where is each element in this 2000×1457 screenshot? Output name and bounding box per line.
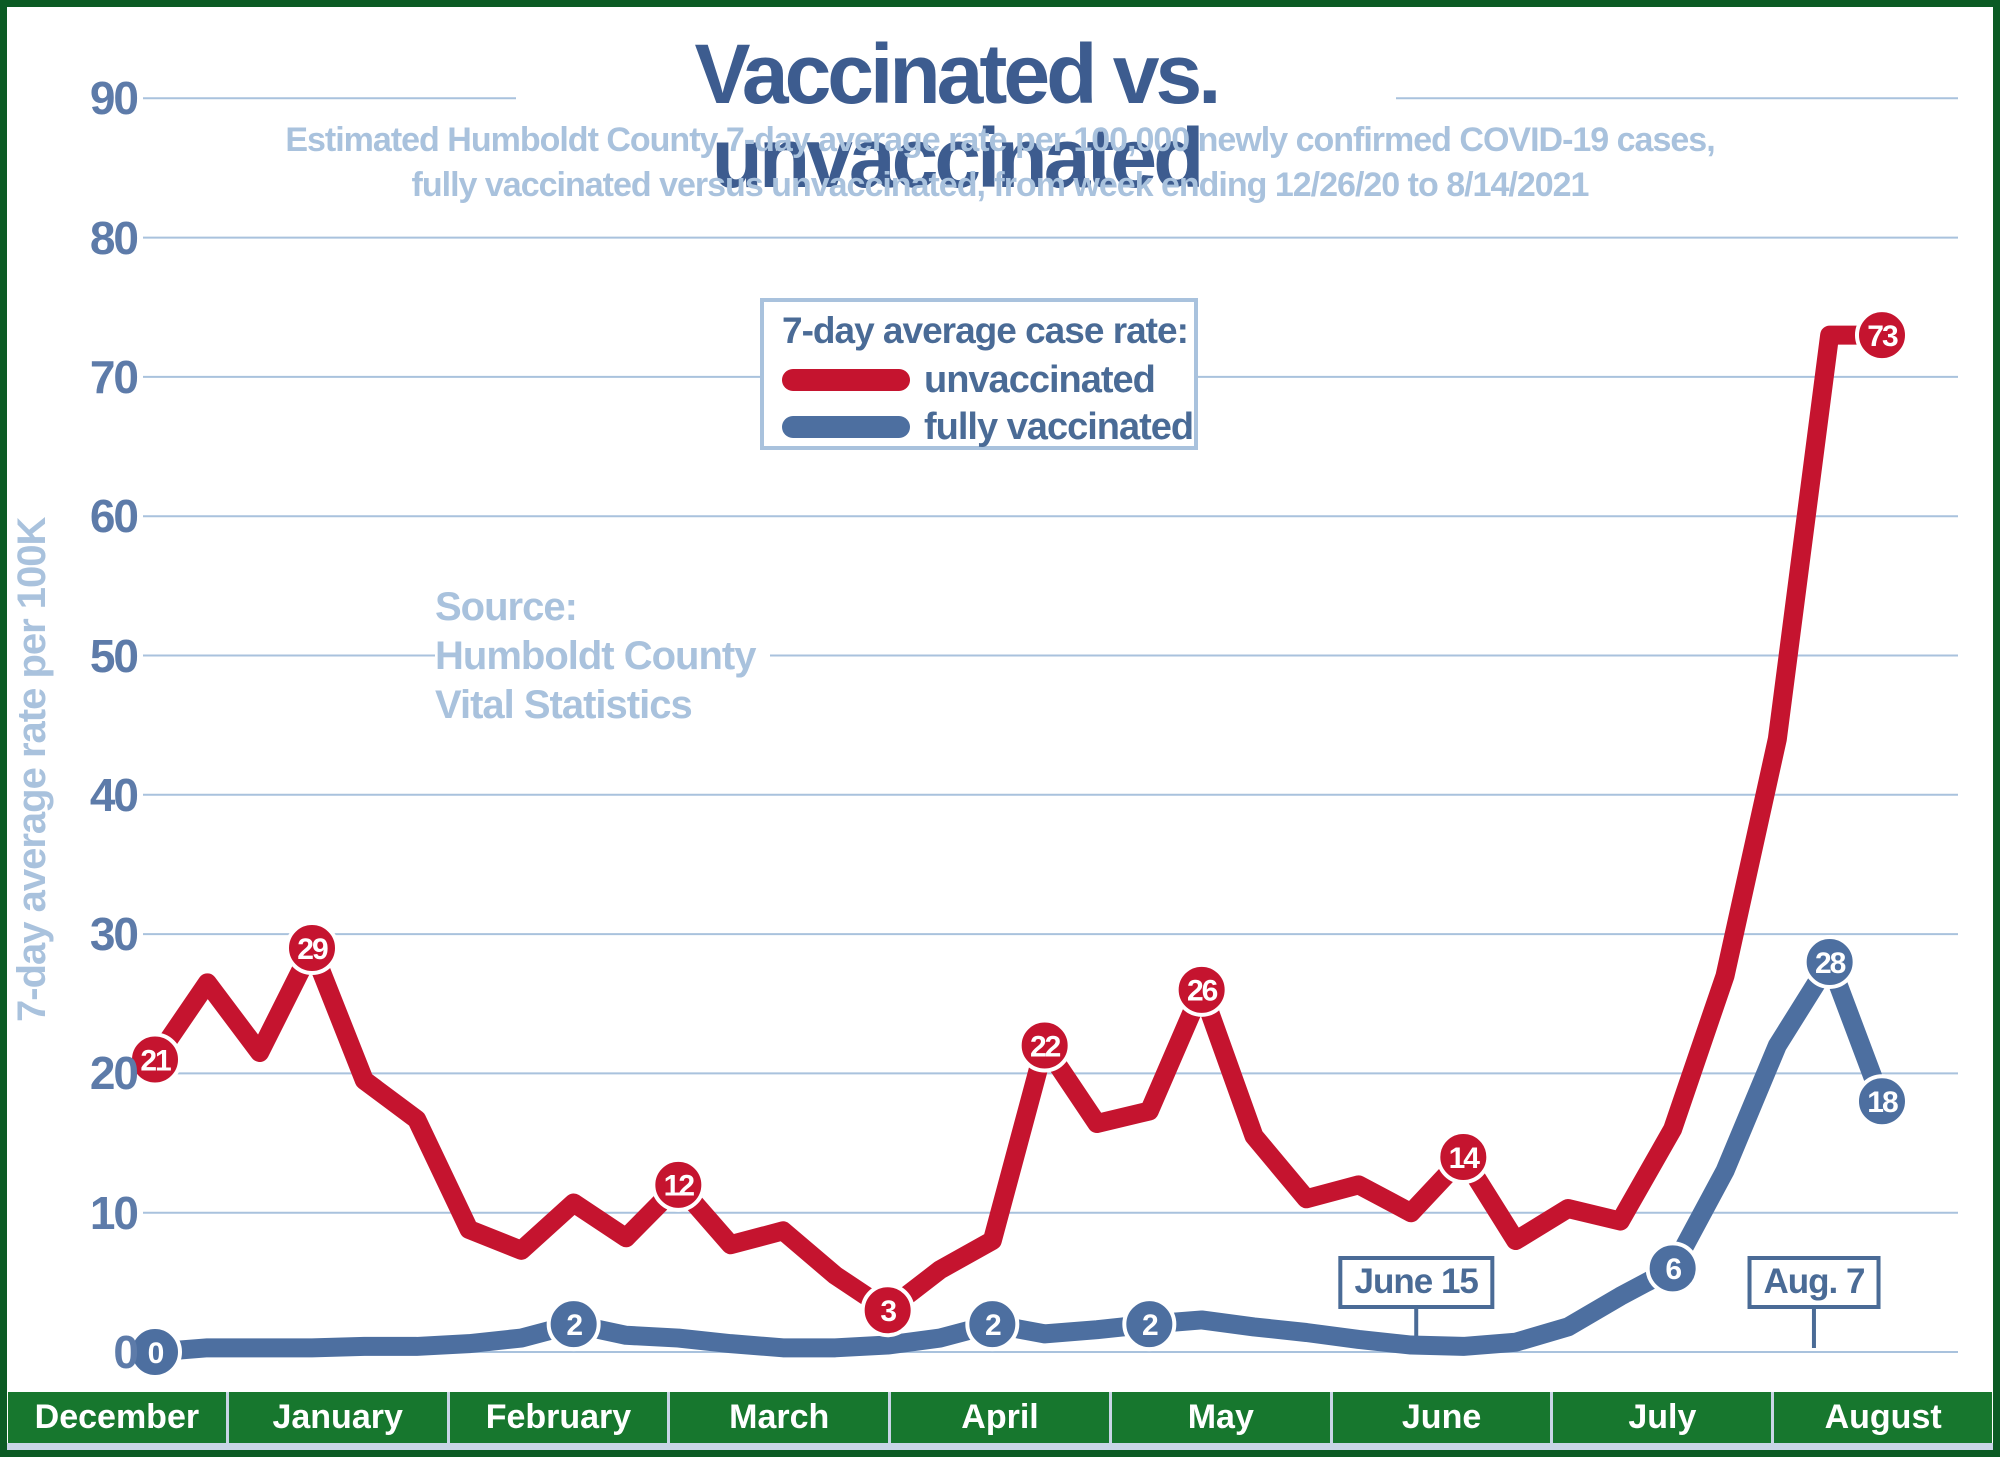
data-point-circle-fully-vaccinated-28 [1802, 934, 1857, 989]
month-label-may: May [1111, 1392, 1330, 1443]
data-point-label-unvaccinated-73: 73 [1867, 320, 1898, 353]
data-point-circle-unvaccinated-26 [1174, 962, 1229, 1017]
data-point-label-fully-vaccinated-6: 6 [1665, 1253, 1681, 1286]
line-unvaccinated [145, 325, 1892, 1320]
chart-subtitle: Estimated Humboldt County 7-day average … [200, 118, 1800, 208]
data-point-circle-unvaccinated-3 [860, 1283, 915, 1338]
data-point-circle-unvaccinated-21 [128, 1032, 182, 1087]
data-point-label-fully-vaccinated-0: 0 [148, 1337, 164, 1370]
data-point-label-unvaccinated-3: 3 [880, 1295, 896, 1328]
month-label-june: June [1332, 1392, 1551, 1443]
source-line2: Humboldt County [435, 634, 756, 679]
x-axis-month-band: December January February March April May June… [8, 1392, 1993, 1443]
legend-row-fully-vaccinated: fully vaccinated [782, 408, 1194, 446]
data-point-circle-fully-vaccinated-2 [546, 1297, 601, 1352]
data-point-label-fully-vaccinated-2: 2 [566, 1309, 582, 1342]
data-point-circle-fully-vaccinated-2 [1122, 1297, 1177, 1352]
month-label-august: August [1774, 1392, 1993, 1443]
y-tick-label-90: 90 [89, 72, 139, 125]
data-point-circle-fully-vaccinated-18 [1854, 1074, 1909, 1129]
data-point-label-unvaccinated-14: 14 [1449, 1142, 1481, 1175]
data-point-label-fully-vaccinated-2: 2 [1142, 1309, 1158, 1342]
data-point-circle-fully-vaccinated-6 [1645, 1241, 1700, 1296]
legend-label-unvaccinated: unvaccinated [924, 359, 1156, 401]
data-point-label-unvaccinated-26: 26 [1187, 975, 1218, 1008]
annotation-box-june-15: June 15 [1338, 1256, 1494, 1309]
legend-row-unvaccinated: unvaccinated [782, 361, 1194, 399]
data-point-circle-fully-vaccinated-2 [965, 1297, 1020, 1352]
y-axis-title: 7-day average rate per 100K [10, 517, 54, 1023]
legend-label-fully-vaccinated: fully vaccinated [924, 406, 1194, 448]
data-point-label-fully-vaccinated-2: 2 [985, 1309, 1001, 1342]
chart-title: Vaccinated vs. unvaccinated [516, 32, 1396, 200]
y-tick-label-40: 40 [89, 768, 139, 821]
data-point-circle-unvaccinated-22 [1017, 1018, 1072, 1073]
data-point-circle-unvaccinated-12 [651, 1157, 706, 1212]
source-line3: Vital Statistics [435, 683, 693, 728]
source-line1: Source: [435, 585, 578, 629]
annotation-box-aug-7: Aug. 7 [1747, 1256, 1881, 1309]
y-tick-label-50: 50 [89, 629, 139, 682]
data-point-circle-unvaccinated-29 [284, 921, 339, 976]
data-point-label-unvaccinated-29: 29 [297, 933, 328, 966]
month-label-february: February [449, 1392, 668, 1443]
data-point-label-unvaccinated-21: 21 [140, 1044, 171, 1077]
data-point-label-fully-vaccinated-28: 28 [1815, 947, 1846, 980]
month-label-july: July [1553, 1392, 1772, 1443]
y-tick-label-10: 10 [89, 1186, 139, 1239]
month-label-march: March [670, 1392, 889, 1443]
bottom-strip [0, 1443, 2000, 1451]
chart-subtitle-line2: fully vaccinated versus unvaccinated, fr… [411, 165, 1590, 204]
unvaccinated-line-swatch [782, 369, 910, 391]
y-tick-label-60: 60 [89, 490, 139, 543]
data-point-circle-unvaccinated-73 [1854, 308, 1909, 363]
month-label-december: December [8, 1392, 226, 1443]
chart-subtitle-line1: Estimated Humboldt County 7-day average … [285, 121, 1715, 159]
source-note: Source: Humboldt County Vital Statistics [435, 583, 770, 735]
y-tick-label-20: 20 [89, 1047, 139, 1100]
data-point-label-unvaccinated-22: 22 [1030, 1030, 1061, 1063]
y-tick-label-70: 70 [89, 350, 139, 403]
y-tick-label-0: 0 [113, 1326, 139, 1378]
y-tick-label-30: 30 [89, 908, 139, 961]
fully-vaccinated-line-swatch [782, 416, 910, 438]
month-label-april: April [891, 1392, 1109, 1443]
data-point-circle-fully-vaccinated-0 [128, 1325, 182, 1379]
y-tick-label-80: 80 [89, 211, 139, 264]
data-point-label-fully-vaccinated-18: 18 [1867, 1086, 1898, 1119]
data-point-label-unvaccinated-12: 12 [664, 1170, 695, 1203]
data-point-circle-unvaccinated-14 [1436, 1129, 1491, 1184]
legend-heading: 7-day average case rate: [782, 310, 1189, 351]
month-label-january: January [228, 1392, 447, 1443]
legend: 7-day average case rate: unvaccinated fu… [760, 298, 1198, 450]
